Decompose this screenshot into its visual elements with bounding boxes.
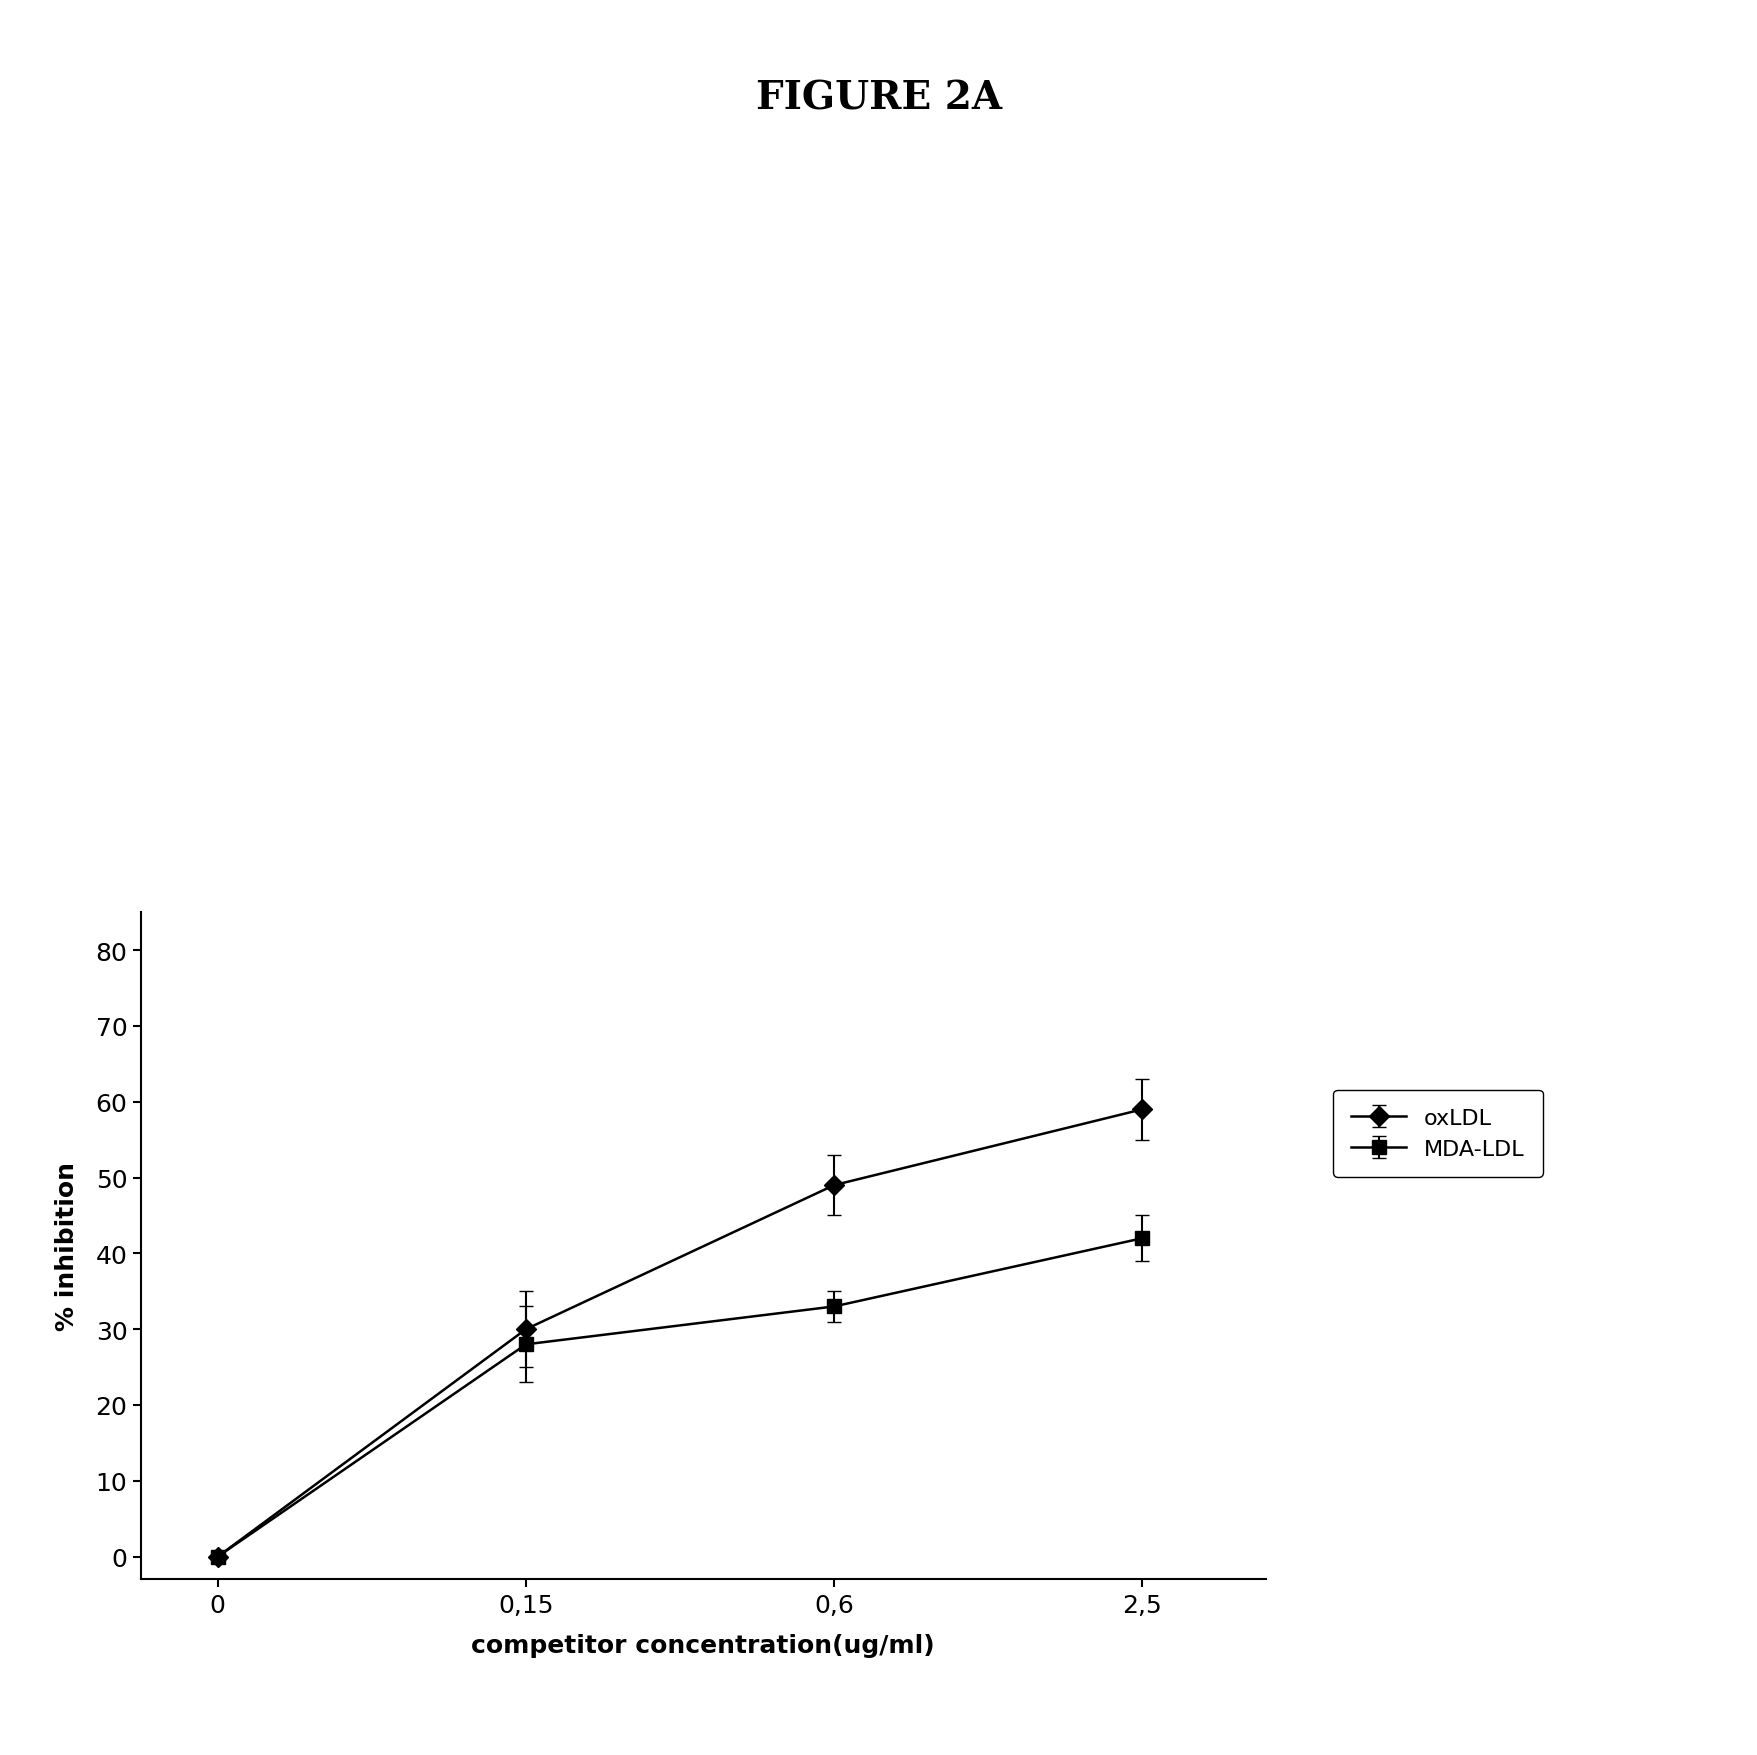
Legend: oxLDL, MDA-LDL: oxLDL, MDA-LDL xyxy=(1332,1090,1541,1178)
Text: FIGURE 2A: FIGURE 2A xyxy=(756,79,1001,118)
Y-axis label: % inhibition: % inhibition xyxy=(54,1162,79,1330)
X-axis label: competitor concentration(ug/ml): competitor concentration(ug/ml) xyxy=(471,1634,935,1657)
